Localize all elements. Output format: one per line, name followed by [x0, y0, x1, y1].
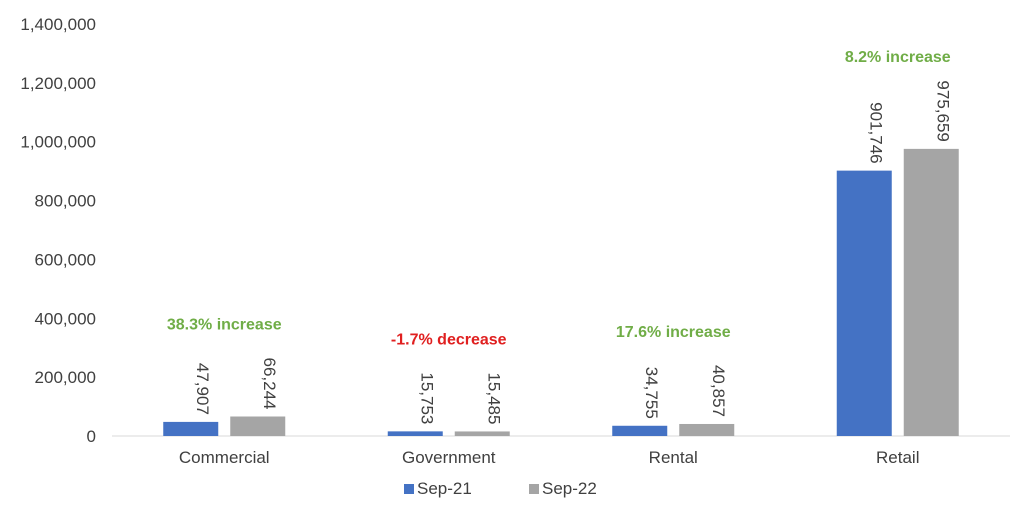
- data-label: 40,857: [709, 365, 728, 417]
- category-labels: Commercial Government Rental Retail: [179, 448, 920, 467]
- category-label: Rental: [649, 448, 698, 467]
- data-label: 47,907: [193, 363, 212, 415]
- legend-swatch: [529, 484, 539, 494]
- change-annotation: 38.3% increase: [167, 317, 282, 334]
- data-label: 901,746: [866, 102, 885, 163]
- y-tick-label: 400,000: [35, 309, 96, 328]
- category-label: Commercial: [179, 448, 270, 467]
- change-annotation: -1.7% decrease: [391, 331, 507, 348]
- legend-label: Sep-22: [542, 479, 597, 498]
- y-tick-label: 600,000: [35, 250, 96, 269]
- y-tick-label: 1,400,000: [20, 15, 96, 34]
- data-label: 15,485: [484, 372, 503, 424]
- bar-sep-21-commercial: [163, 421, 219, 436]
- data-label: 15,753: [417, 372, 436, 424]
- y-tick-label: 1,000,000: [20, 133, 96, 152]
- annotations: 38.3% increase -1.7% decrease 17.6% increa…: [167, 49, 951, 348]
- category-label: Retail: [876, 448, 919, 467]
- data-label: 66,244: [260, 358, 279, 410]
- bar-sep-22-rental: [679, 423, 735, 436]
- legend: Sep-21 Sep-22: [404, 479, 597, 498]
- bar-sep-21-government: [387, 431, 443, 436]
- legend-label: Sep-21: [417, 479, 472, 498]
- data-label: 34,755: [642, 367, 661, 419]
- y-tick-label: 800,000: [35, 192, 96, 211]
- category-label: Government: [402, 448, 496, 467]
- bar-sep-22-government: [454, 431, 510, 436]
- y-axis: 0 200,000 400,000 600,000 800,000 1,000,000 1,…: [20, 15, 96, 446]
- bar-sep-21-rental: [612, 425, 668, 436]
- bars: 47,907 66,244 15,753 15,485 34,755 40,857 901,…: [163, 80, 959, 436]
- bar-sep-22-commercial: [230, 416, 286, 436]
- legend-swatch: [404, 484, 414, 494]
- bar-sep-21-retail: [836, 170, 892, 436]
- y-tick-label: 1,200,000: [20, 74, 96, 93]
- y-tick-label: 200,000: [35, 368, 96, 387]
- data-label: 975,659: [933, 80, 952, 141]
- change-annotation: 17.6% increase: [616, 324, 731, 341]
- change-annotation: 8.2% increase: [845, 49, 951, 66]
- bar-sep-22-retail: [903, 148, 959, 436]
- y-tick-label: 0: [87, 427, 96, 446]
